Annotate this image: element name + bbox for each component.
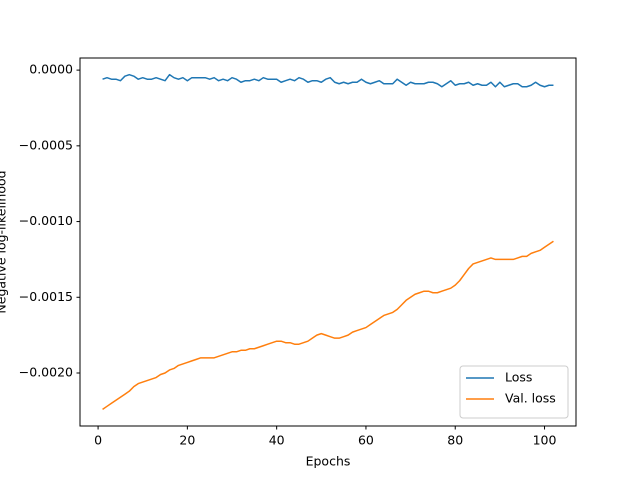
y-tick-label: −0.0020 — [19, 364, 73, 379]
x-axis-label: Epochs — [306, 454, 351, 469]
x-tick-label: 20 — [179, 433, 195, 448]
x-tick-label: 60 — [358, 433, 374, 448]
y-tick-label: −0.0010 — [19, 213, 73, 228]
y-tick-label: −0.0005 — [19, 137, 73, 152]
plot-frame — [79, 57, 577, 427]
legend-label: Val. loss — [505, 391, 556, 406]
legend-label: Loss — [505, 370, 532, 385]
y-axis-label: Negative log-likelihood — [0, 170, 9, 313]
x-tick-label: 0 — [94, 433, 102, 448]
y-tick-label: −0.0015 — [19, 289, 73, 304]
x-tick-label: 40 — [269, 433, 285, 448]
series-line — [102, 73, 554, 88]
y-tick-label: 0.0000 — [29, 62, 73, 77]
legend-box — [459, 365, 569, 419]
x-tick-label: 80 — [447, 433, 463, 448]
series-line — [102, 240, 554, 410]
x-tick-label: 100 — [533, 433, 557, 448]
